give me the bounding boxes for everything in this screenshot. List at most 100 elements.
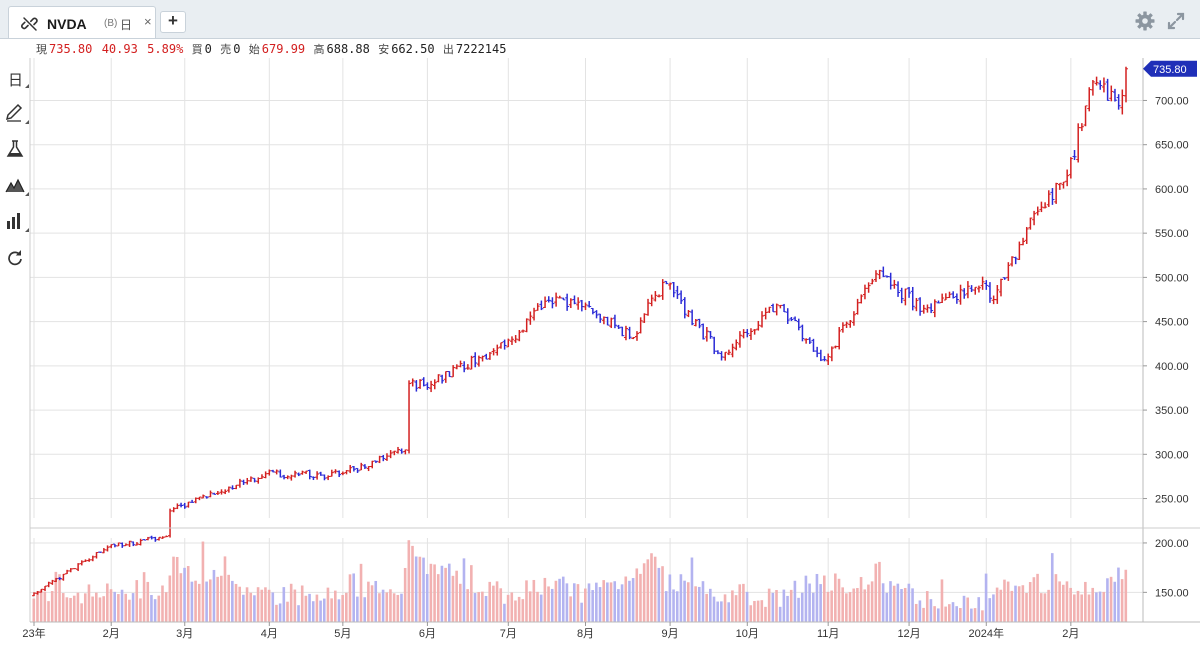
volume-bar	[348, 574, 352, 622]
refresh-icon[interactable]	[4, 247, 30, 273]
ohlc-bar	[855, 298, 860, 315]
ohlc-bar	[215, 490, 220, 495]
open-label: 始	[248, 43, 260, 56]
volume-bar	[723, 594, 727, 622]
volume-bar	[128, 599, 131, 622]
volume-bar	[1028, 582, 1032, 622]
ohlc-bar	[649, 294, 654, 307]
ohlc-bar	[973, 286, 978, 295]
volume-bar	[668, 574, 672, 622]
low-label: 安	[378, 43, 390, 56]
ohlc-bar	[318, 471, 323, 476]
ohlc-bar	[634, 331, 639, 341]
volume-bar	[462, 558, 466, 622]
ohlc-bar	[892, 279, 897, 289]
ohlc-bar	[377, 455, 382, 464]
volume-bar	[1109, 576, 1113, 622]
ohlc-bar	[90, 555, 95, 562]
expand-icon[interactable]	[1166, 11, 1186, 36]
ohlc-bar	[252, 477, 257, 483]
volume-bar	[510, 592, 514, 622]
volume-bar	[492, 585, 495, 622]
flask-icon[interactable]	[4, 138, 30, 164]
volume-bar	[856, 588, 859, 622]
ohlc-bar	[903, 288, 908, 306]
volume-bar	[197, 583, 201, 622]
ohlc-bar	[502, 339, 507, 350]
gear-icon[interactable]	[1134, 10, 1156, 37]
volume-bar	[102, 596, 105, 622]
volume-bar	[447, 563, 451, 622]
ohlc-bar	[899, 287, 904, 304]
ohlc-bar	[815, 346, 820, 358]
ohlc-bar	[697, 318, 702, 329]
ohlc-bar	[300, 470, 305, 475]
volume-bar	[1061, 584, 1065, 622]
ohlc-bar	[1002, 277, 1007, 280]
link-broken-icon[interactable]	[21, 15, 39, 38]
ohlc-bar	[157, 536, 162, 541]
price-tick-label: 350.00	[1155, 405, 1189, 417]
price-tick-label: 550.00	[1155, 228, 1189, 240]
volume-bar	[907, 583, 911, 622]
ohlc-bar	[756, 320, 761, 331]
mountain-chart-icon[interactable]	[4, 174, 30, 200]
volume-bar	[992, 594, 995, 622]
ohlc-bar	[1090, 80, 1095, 96]
ohlc-bar	[1068, 157, 1073, 179]
time-tick-label: 12月	[897, 628, 920, 640]
volume-bar	[481, 591, 484, 622]
period-tool[interactable]: 日	[4, 66, 30, 92]
ohlc-bar	[623, 325, 628, 341]
volume-bar	[168, 575, 172, 622]
ohlc-bar	[631, 337, 636, 340]
volume-bar	[238, 586, 241, 622]
ohlc-bar	[833, 345, 838, 349]
chart-tab[interactable]: NVDA (B) 日 ×	[8, 6, 156, 38]
bar-chart-icon[interactable]	[4, 210, 30, 236]
ohlc-bar	[668, 282, 673, 290]
ohlc-bar	[1017, 241, 1022, 260]
ohlc-bar	[373, 460, 378, 464]
volume-bar	[260, 589, 264, 622]
volume-bar	[859, 577, 863, 622]
ohlc-bar	[932, 299, 937, 318]
ohlc-bar	[748, 328, 753, 340]
volume-bar	[499, 588, 503, 622]
ohlc-bar	[263, 471, 268, 479]
ohlc-bar	[201, 494, 206, 499]
ohlc-bar	[87, 558, 92, 562]
volume-bar	[65, 597, 69, 622]
ohlc-bar	[543, 296, 548, 308]
ohlc-bar	[72, 568, 77, 570]
pen-icon[interactable]	[4, 102, 30, 128]
ohlc-bar	[987, 282, 992, 303]
ohlc-bar	[248, 476, 253, 482]
ohlc-bar	[1116, 94, 1121, 110]
current-label: 現	[36, 43, 47, 56]
ohlc-bar	[329, 469, 334, 477]
ohlc-bar	[1124, 66, 1128, 103]
volume-bar	[789, 589, 793, 622]
ohlc-bar	[866, 282, 871, 293]
volume-bar	[561, 576, 565, 622]
volume-bar	[466, 589, 469, 622]
ohlc-bar	[311, 476, 316, 481]
close-tab-icon[interactable]: ×	[144, 14, 152, 29]
ohlc-bar	[414, 380, 419, 392]
volume-bar	[131, 593, 135, 622]
ohlc-bar	[907, 286, 912, 298]
ohlc-bar	[532, 307, 537, 321]
volume-bar	[572, 583, 576, 622]
ohlc-bar	[171, 507, 176, 513]
ohlc-bar	[859, 294, 864, 304]
ohlc-bar	[774, 303, 779, 316]
volume-bar	[576, 584, 580, 622]
volume-bar	[503, 603, 506, 622]
volume-bar	[378, 593, 381, 622]
ohlc-bar	[601, 316, 606, 325]
volume-bar	[289, 583, 293, 622]
ohlc-bar	[818, 349, 823, 362]
add-tab-button[interactable]: +	[160, 11, 186, 33]
